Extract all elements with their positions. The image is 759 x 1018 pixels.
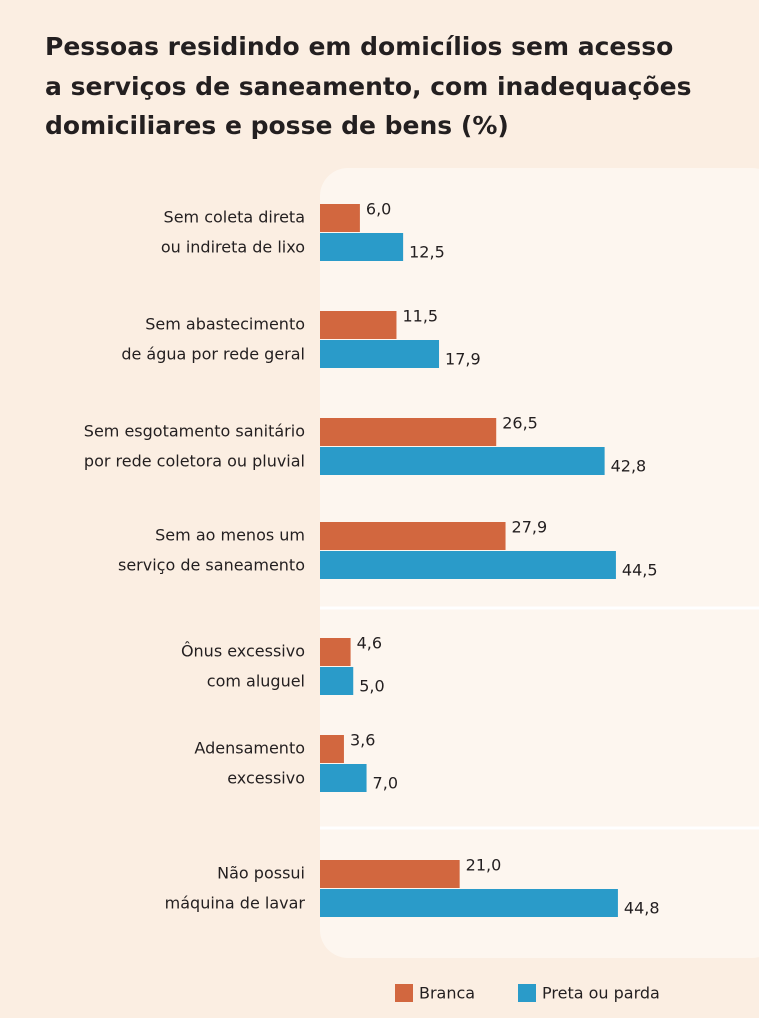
value-label: 21,0: [466, 856, 502, 875]
value-label: 26,5: [502, 414, 538, 433]
chart-title: Pessoas residindo em domicílios sem aces…: [45, 32, 673, 61]
value-label: 27,9: [512, 518, 548, 537]
bar: [320, 735, 344, 763]
category-label: Não possui: [217, 864, 305, 883]
bar: [320, 889, 618, 917]
value-label: 44,8: [624, 899, 660, 918]
bar: [320, 667, 353, 695]
category-label: Adensamento: [194, 739, 305, 758]
category-label: ou indireta de lixo: [161, 238, 305, 257]
value-label: 6,0: [366, 200, 391, 219]
category-label: Sem ao menos um: [155, 526, 305, 545]
chart-title: a serviços de saneamento, com inadequaçõ…: [45, 72, 691, 101]
value-label: 7,0: [373, 774, 398, 793]
bar: [320, 447, 605, 475]
bar: [320, 418, 496, 446]
legend-label: Branca: [419, 984, 475, 1003]
value-label: 12,5: [409, 243, 445, 262]
bar: [320, 204, 360, 232]
category-label: de água por rede geral: [121, 345, 305, 364]
category-label: Sem abastecimento: [145, 315, 305, 334]
category-label: Ônus excessivo: [181, 642, 305, 661]
legend-label: Preta ou parda: [542, 984, 660, 1003]
chart: Pessoas residindo em domicílios sem aces…: [0, 0, 759, 1018]
value-label: 44,5: [622, 561, 658, 580]
category-label: máquina de lavar: [165, 894, 306, 913]
value-label: 11,5: [402, 307, 438, 326]
category-label: Sem coleta direta: [164, 208, 305, 227]
bar: [320, 860, 460, 888]
bar: [320, 551, 616, 579]
bar: [320, 233, 403, 261]
value-label: 5,0: [359, 677, 384, 696]
chart-title: domiciliares e posse de bens (%): [45, 111, 509, 140]
bar: [320, 340, 439, 368]
bar: [320, 764, 367, 792]
value-label: 17,9: [445, 350, 481, 369]
category-label: por rede coletora ou pluvial: [84, 452, 305, 471]
value-label: 4,6: [357, 634, 382, 653]
category-label: com aluguel: [207, 672, 305, 691]
legend-swatch: [395, 984, 413, 1002]
bar: [320, 522, 506, 550]
legend-swatch: [518, 984, 536, 1002]
bar: [320, 311, 396, 339]
bar: [320, 638, 351, 666]
category-label: serviço de saneamento: [118, 556, 305, 575]
category-label: excessivo: [227, 769, 305, 788]
value-label: 42,8: [611, 457, 647, 476]
category-label: Sem esgotamento sanitário: [84, 422, 305, 441]
value-label: 3,6: [350, 731, 375, 750]
